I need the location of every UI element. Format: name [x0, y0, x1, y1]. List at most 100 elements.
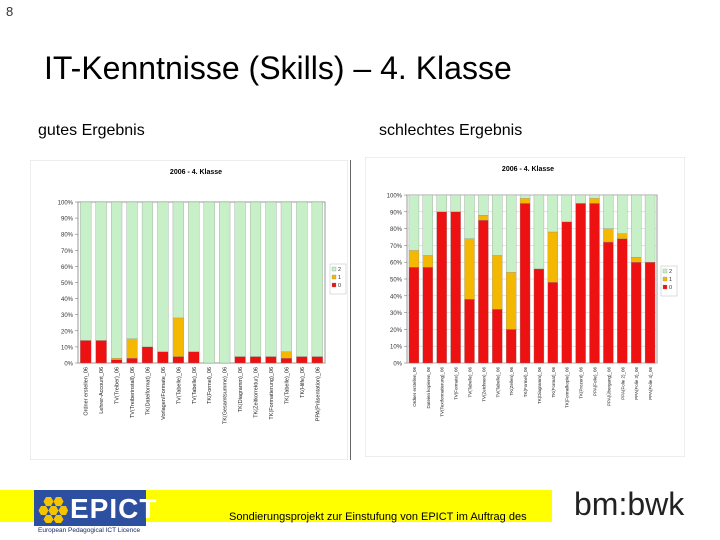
- y-tick-label: 30%: [61, 313, 74, 319]
- legend-label: 2: [669, 269, 672, 275]
- bar-segment: [311, 201, 323, 357]
- bar-segment: [311, 356, 323, 364]
- legend-swatch: [662, 268, 668, 274]
- y-tick-label: 60%: [61, 265, 74, 271]
- slide-title: IT-Kenntnisse (Skills) – 4. Klasse: [44, 50, 512, 86]
- y-tick-label: 20%: [61, 329, 74, 335]
- bar-segment: [249, 201, 262, 357]
- chart-title: 2006 - 4. Klasse: [170, 169, 222, 176]
- bar-segment: [280, 358, 292, 364]
- bar-segment: [280, 201, 292, 352]
- category-label: TV(Tabelle)_06: [495, 367, 500, 398]
- bar-segment: [492, 255, 503, 310]
- category-label: TK(Diagramm)_06: [537, 367, 542, 405]
- chart-title: 2006 - 4. Klasse: [502, 166, 554, 173]
- bar-segment: [408, 194, 420, 251]
- bar-segment: [506, 272, 517, 330]
- category-label: TK(Tabelle)_06: [284, 367, 290, 404]
- epict-logo: EPICT European Pedagogical ICT Licence: [34, 490, 156, 536]
- category-label: TV(Treiberinstall)_06: [130, 367, 136, 418]
- bar-segment: [575, 203, 586, 364]
- right-heading: schlechtes Ergebnis: [379, 122, 523, 139]
- y-tick-label: 10%: [390, 345, 403, 351]
- bar-segment: [464, 238, 475, 300]
- legend-label: 0: [338, 283, 341, 289]
- bar-segment: [450, 194, 461, 212]
- bar-segment: [234, 356, 246, 364]
- category-label: TK(Zeitkorrektur)_06: [254, 367, 260, 418]
- bar-segment: [450, 211, 461, 364]
- category-label: Lehrer-Account_06: [99, 367, 105, 414]
- legend-label: 2: [338, 267, 341, 273]
- bar-segment: [141, 201, 154, 348]
- bar-segment: [422, 267, 433, 364]
- legend-label: 1: [669, 277, 672, 283]
- y-tick-label: 80%: [61, 233, 74, 239]
- footer-text: Sondierungsprojekt zur Einstufung von EP…: [229, 511, 527, 523]
- y-tick-label: 0%: [393, 362, 402, 368]
- y-tick-label: 100%: [58, 201, 74, 207]
- bar-segment: [126, 338, 138, 359]
- category-label: PPA(Folie 4)_06: [648, 367, 653, 400]
- bar-segment: [157, 201, 169, 352]
- bar-segment: [80, 340, 92, 364]
- bar-segment: [296, 201, 308, 357]
- y-tick-label: 40%: [390, 294, 403, 300]
- bar-segment: [203, 201, 215, 364]
- category-label: TK(Formatierung)_06: [269, 367, 275, 420]
- category-label: Ordner erstellen_06: [84, 367, 90, 416]
- bar-segment: [249, 356, 262, 364]
- y-tick-label: 90%: [61, 217, 74, 223]
- bar-segment: [188, 351, 200, 364]
- category-label: TK(Diagramm)_06: [238, 367, 244, 412]
- category-label: PPA(Folie 3)_06: [634, 367, 639, 400]
- bar-segment: [126, 358, 138, 364]
- chart-good-result: 2006 - 4. Klasse 0% 10% 20% 30% 40% 50% 60% 70% 8…: [30, 160, 348, 460]
- category-label: TK(Formelkopie)_06: [565, 367, 570, 409]
- y-tick-label: 50%: [61, 281, 74, 287]
- bar-segment: [589, 203, 600, 364]
- category-label: Ordner erstellen_06: [412, 367, 417, 407]
- bar-segment: [296, 356, 308, 364]
- legend-label: 1: [338, 275, 341, 281]
- bar-segment: [219, 201, 231, 364]
- bar-segment: [280, 351, 292, 359]
- bar-segment: [547, 194, 558, 233]
- epict-logo-word: EPICT: [70, 493, 158, 524]
- y-tick-label: 70%: [61, 249, 74, 255]
- category-label: TV(Tabelle)_06: [468, 367, 473, 398]
- bar-segment: [111, 201, 123, 359]
- legend-swatch: [331, 274, 337, 280]
- y-tick-label: 100%: [387, 194, 403, 200]
- category-label: PPA(Präsentation)_06: [315, 367, 321, 421]
- bar-segment: [533, 194, 545, 270]
- bar-segment: [111, 359, 123, 364]
- bar-segment: [234, 201, 246, 357]
- category-label: Vorlagen/Formate_06: [161, 367, 167, 420]
- bar-segment: [519, 203, 531, 364]
- category-label: TK(Formel)_06: [207, 367, 213, 404]
- bar-segment: [436, 211, 447, 364]
- bar-segment: [464, 194, 475, 239]
- bar-segment: [603, 228, 614, 243]
- bar-segment: [188, 201, 200, 352]
- bar-segment: [172, 317, 184, 357]
- bar-segment: [617, 194, 628, 234]
- bar-segment: [644, 262, 656, 364]
- bar-segment: [408, 250, 420, 268]
- bar-segment: [603, 241, 614, 364]
- bar-segment: [172, 201, 184, 319]
- chart-poor-result: 2006 - 4. Klasse 0% 10% 20% 30% 40% 50% 60% 70% 8…: [365, 157, 685, 457]
- category-label: TV(Tabelle)_06: [192, 367, 198, 404]
- bar-segment: [95, 201, 107, 341]
- bar-segment: [408, 267, 420, 364]
- bar-segment: [111, 358, 123, 360]
- legend-swatch: [662, 276, 668, 282]
- bar-segment: [603, 194, 614, 229]
- bar-segment: [589, 194, 600, 199]
- bar-segment: [631, 257, 642, 263]
- bar-segment: [464, 299, 475, 364]
- y-tick-label: 60%: [390, 261, 403, 267]
- bar-segment: [561, 221, 572, 364]
- bar-segment: [519, 198, 531, 204]
